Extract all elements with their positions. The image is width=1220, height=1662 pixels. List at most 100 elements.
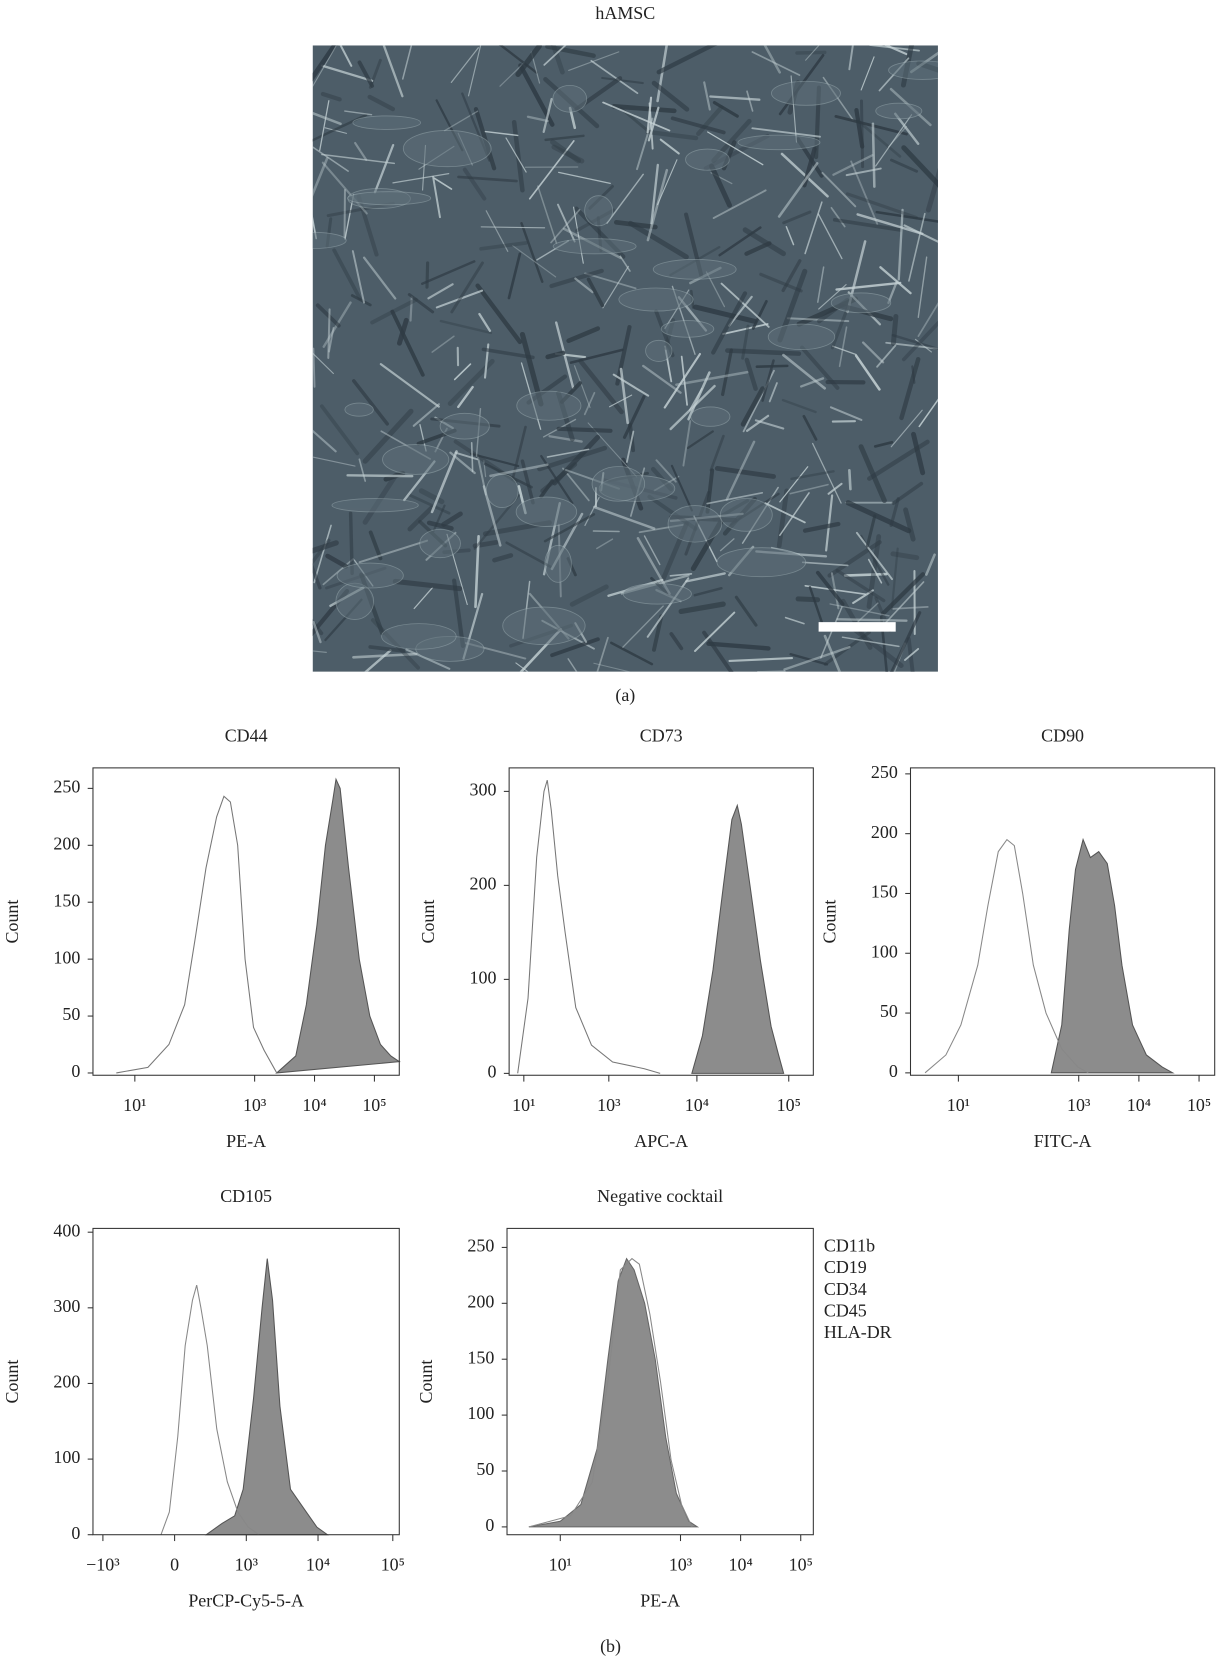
cell-edge — [549, 268, 604, 289]
cell-edge — [911, 431, 926, 476]
y-tick-label: 0 — [71, 1061, 80, 1081]
cell-body — [716, 547, 807, 578]
cell-edge — [830, 572, 840, 610]
cell-edge — [546, 448, 590, 458]
cell-body — [685, 148, 730, 171]
cell-edge — [709, 95, 761, 101]
cell-edge — [405, 648, 451, 670]
cell-edge — [542, 97, 553, 133]
cell-edge — [441, 511, 463, 527]
y-tick-label: 300 — [53, 1296, 80, 1316]
cell-edge — [435, 289, 484, 309]
cell-edge — [782, 353, 826, 390]
y-tick-label: 200 — [871, 822, 898, 842]
cell-edge — [312, 45, 338, 88]
cell-edge — [675, 370, 749, 386]
cell-edge — [706, 491, 764, 505]
cell-edge — [751, 127, 821, 138]
cell-edge — [848, 468, 852, 491]
x-tick-label: 10⁵ — [381, 1555, 405, 1575]
cell-edge — [312, 563, 322, 590]
cell-edge — [856, 119, 902, 158]
cell-edge — [705, 468, 715, 514]
cell-edge — [368, 530, 383, 561]
cell-edge — [467, 45, 482, 97]
cell-edge — [548, 435, 583, 443]
cell-edge — [802, 414, 818, 441]
cell-edge — [800, 377, 825, 388]
cell-edge — [862, 341, 885, 364]
cell-edge — [890, 409, 923, 448]
cell-edge — [768, 382, 778, 403]
cell-edge — [328, 326, 335, 353]
cell-edge — [625, 430, 635, 463]
cell-edge — [917, 256, 928, 319]
cell-body — [344, 402, 374, 417]
filled-histogram — [275, 777, 401, 1074]
cell-edge — [584, 272, 637, 290]
chart-title: CD105 — [220, 1186, 272, 1206]
cell-edge — [362, 256, 397, 300]
cell-edge — [358, 458, 367, 482]
cell-edge — [470, 452, 520, 468]
cell-edge — [823, 634, 842, 672]
cell-edge — [744, 357, 758, 391]
cell-edge — [612, 373, 650, 397]
cell-edge — [550, 637, 600, 658]
cell-body — [591, 466, 646, 502]
x-axis-label: PE-A — [226, 1131, 266, 1151]
cell-edge — [845, 167, 882, 177]
cell-edge — [481, 347, 535, 360]
cell-edge — [401, 45, 413, 80]
cell-edge — [610, 641, 654, 666]
filled-histogram — [691, 803, 785, 1074]
cell-edge — [728, 657, 794, 663]
cell-edge — [507, 252, 522, 300]
cell-edge — [313, 524, 332, 584]
cell-edge — [511, 425, 527, 481]
y-tick-label: 100 — [53, 947, 80, 967]
cell-body — [439, 412, 490, 440]
y-tick-label: 50 — [62, 1004, 80, 1024]
cell-edge — [373, 143, 395, 194]
cell-edge — [925, 553, 936, 576]
cell-edge — [890, 611, 922, 672]
y-tick-label: 100 — [470, 968, 497, 988]
cell-edge — [596, 538, 614, 550]
cell-edge — [854, 354, 881, 391]
cell-edge — [390, 309, 425, 377]
cell-edge — [443, 110, 479, 132]
cell-edge — [567, 658, 578, 672]
x-tick-label: 10⁵ — [789, 1555, 813, 1575]
cell-edge — [841, 636, 900, 648]
cell-edge — [759, 272, 803, 293]
cell-edge — [540, 462, 578, 493]
cell-edge — [709, 434, 725, 472]
cell-edge — [761, 359, 775, 402]
cell-edge — [312, 619, 324, 636]
x-tick-label: 10³ — [1067, 1095, 1091, 1115]
cell-edge — [470, 441, 474, 472]
cell-edge — [615, 325, 632, 386]
cell-edge — [628, 220, 689, 260]
cell-body — [719, 498, 773, 532]
outline-histogram — [924, 838, 1089, 1074]
cell-edge — [659, 138, 680, 155]
x-tick-label: 10⁴ — [306, 1555, 330, 1575]
cell-edge — [706, 641, 771, 651]
cell-edge — [382, 45, 404, 98]
cell-edge — [693, 304, 758, 324]
cell-edge — [734, 595, 758, 627]
cell-edge — [820, 606, 843, 659]
y-tick-label: 250 — [53, 777, 80, 797]
cell-edge — [714, 465, 776, 479]
cell-edge — [903, 507, 916, 542]
cell-edge — [669, 572, 693, 577]
cell-edge — [647, 106, 660, 142]
cell-edge — [551, 144, 585, 164]
y-axis-label: Count — [2, 900, 22, 944]
cell-edge — [593, 505, 656, 530]
cell-edge — [652, 614, 664, 652]
cell-body — [515, 496, 578, 528]
